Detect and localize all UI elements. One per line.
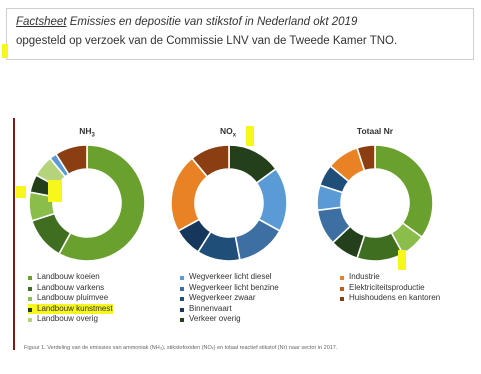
donut-0-slice-0: [57, 144, 146, 262]
legend-label: Wegverkeer zwaar: [189, 293, 256, 302]
donut-1-slice-6: [190, 144, 230, 178]
legend-nox: Wegverkeer licht diesel Wegverkeer licht …: [180, 272, 279, 325]
legend-swatch: [340, 297, 344, 301]
highlight-marker: [246, 126, 254, 146]
legend-label: Landbouw pluimvee: [37, 293, 109, 302]
legend-item: Landbouw koeien: [28, 272, 113, 283]
legend-label: Landbouw varkens: [37, 282, 105, 292]
factsheet-title: Factsheet Emissies en depositie van stik…: [16, 16, 357, 28]
chart-title-nh3-sub: 3: [91, 132, 95, 139]
legend-label: Huishoudens en kantoren: [349, 293, 441, 302]
chart-title-nox-sub: x: [232, 132, 237, 139]
donut-0-slice-6: [54, 144, 88, 176]
legend-swatch: [28, 276, 32, 280]
donut-2-slice-0: [374, 144, 434, 239]
legend-item: Binnenvaart: [180, 304, 279, 315]
legend-label: Landbouw overig: [37, 314, 98, 323]
chart-title-nh3: NH3: [62, 126, 112, 139]
legend-label: Landbouw koeien: [37, 272, 100, 281]
legend-item: Elektriciteitsproductie: [340, 283, 440, 294]
figure-caption: Figuur 1. Verdeling van de emissies van …: [24, 345, 338, 351]
legend-swatch: [28, 318, 32, 322]
legend-label: Verkeer overig: [189, 314, 241, 323]
donut-chart-nh3: [28, 144, 146, 262]
legend-item: Wegverkeer licht benzine: [180, 283, 279, 294]
panel-frame-bar: [13, 118, 15, 350]
legend-label: Binnenvaart: [189, 303, 232, 313]
legend-swatch: [28, 297, 32, 301]
donut-chart-total: [316, 144, 434, 262]
chart-title-nox-main: NO: [219, 126, 233, 136]
legend-swatch: [340, 276, 344, 280]
legend-label: Wegverkeer licht benzine: [189, 282, 279, 292]
legend-nh3: Landbouw koeien Landbouw varkens Landbouw …: [28, 272, 113, 325]
factsheet-link[interactable]: Factsheet: [16, 16, 67, 28]
legend-item: Huishoudens en kantoren: [340, 293, 440, 304]
legend-item: Landbouw pluimvee: [28, 293, 113, 304]
legend-label: Landbouw kunstmest: [37, 303, 113, 313]
legend-item: Landbouw overig: [28, 314, 113, 325]
legend-item: Landbouw kunstmest: [28, 303, 113, 314]
highlight-marker: [2, 44, 8, 58]
chart-title-nox: NOx: [203, 126, 253, 139]
donut-chart-nox: [170, 144, 288, 262]
legend-swatch: [28, 307, 32, 312]
legend-item: Industrie: [340, 272, 440, 283]
chart-title-total: Totaal Nr: [356, 126, 394, 136]
legend-swatch: [180, 307, 184, 312]
factsheet-title-rest: Emissies en depositie van stikstof in Ne…: [66, 16, 358, 28]
legend-swatch: [340, 286, 344, 291]
legend-item: Verkeer overig: [180, 314, 279, 325]
legend-swatch: [180, 297, 184, 301]
legend-label: Wegverkeer licht diesel: [189, 272, 272, 281]
legend-item: Wegverkeer zwaar: [180, 293, 279, 304]
legend-swatch: [180, 318, 184, 322]
legend-item: Wegverkeer licht diesel: [180, 272, 279, 283]
chart-title-nh3-main: NH: [79, 126, 92, 136]
highlight-marker: [48, 180, 62, 202]
factsheet-subtitle: opgesteld op verzoek van de Commissie LN…: [16, 35, 398, 47]
highlight-marker: [16, 186, 26, 198]
legend-swatch: [180, 276, 184, 280]
header-box: [6, 8, 474, 60]
legend-swatch: [180, 286, 184, 291]
highlight-marker: [398, 250, 406, 270]
legend-label: Industrie: [349, 272, 380, 281]
donut-2-slice-8: [356, 144, 376, 172]
legend-swatch: [28, 286, 32, 291]
legend-total: Industrie Elektriciteitsproductie Huishoud…: [340, 272, 440, 304]
legend-item: Landbouw varkens: [28, 283, 113, 294]
legend-label: Elektriciteitsproductie: [349, 282, 425, 292]
